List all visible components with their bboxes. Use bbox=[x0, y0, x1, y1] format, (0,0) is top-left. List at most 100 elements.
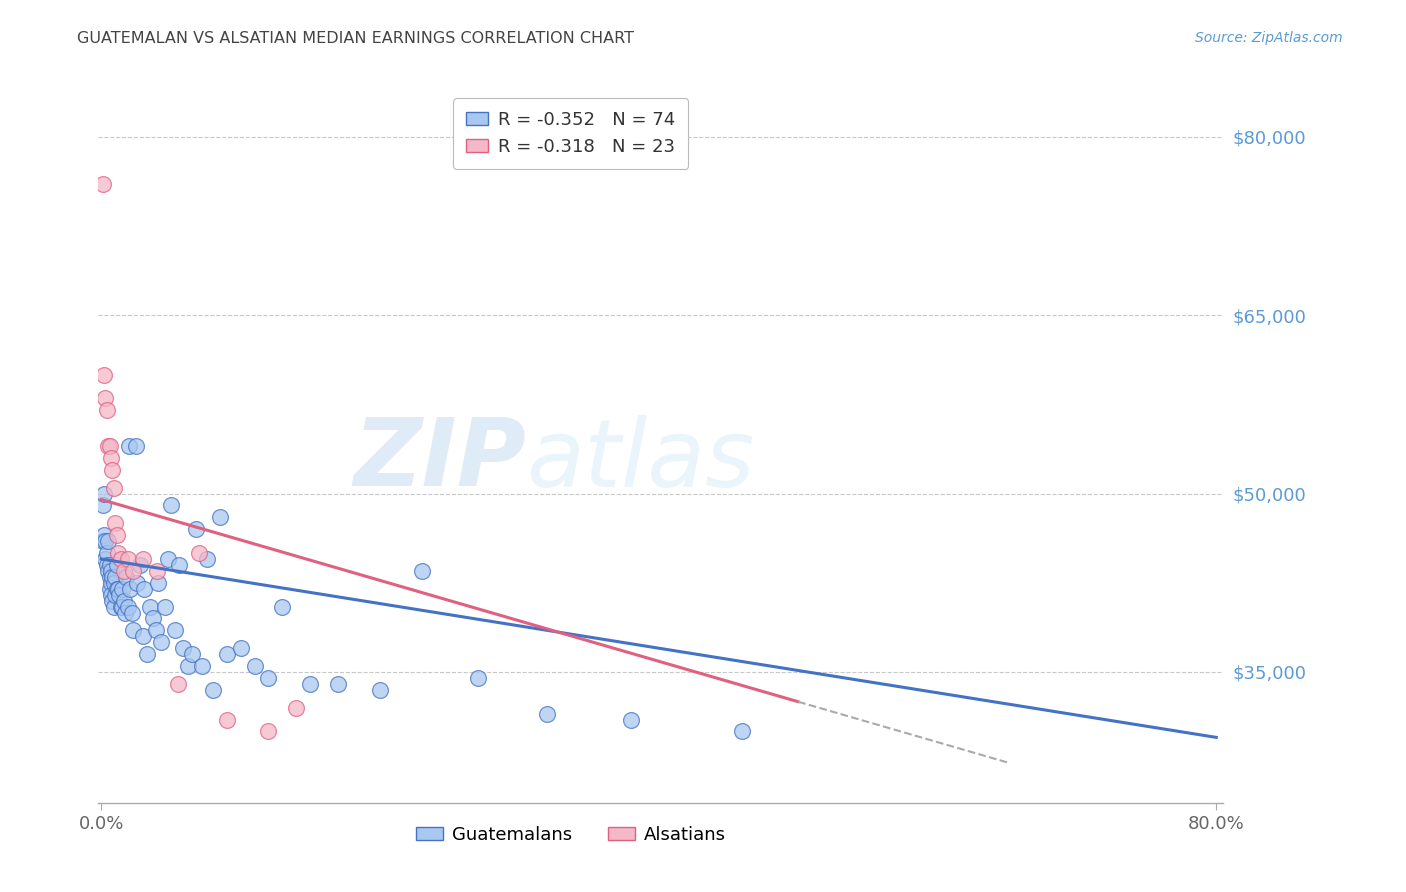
Point bbox=[117, 599, 139, 614]
Point bbox=[107, 582, 129, 596]
Point bbox=[285, 700, 308, 714]
Point bbox=[299, 677, 322, 691]
Point bbox=[94, 534, 117, 549]
Point bbox=[620, 713, 643, 727]
Point bbox=[100, 588, 122, 602]
Point bbox=[271, 599, 294, 614]
Point bbox=[94, 392, 117, 406]
Point bbox=[98, 570, 121, 584]
Point bbox=[98, 558, 121, 572]
Point bbox=[101, 570, 124, 584]
Point bbox=[93, 368, 115, 382]
Point bbox=[104, 516, 127, 531]
Point bbox=[93, 486, 115, 500]
Point bbox=[201, 682, 224, 697]
Point bbox=[150, 635, 173, 649]
Point bbox=[114, 606, 136, 620]
Point bbox=[411, 564, 433, 578]
Point bbox=[94, 552, 117, 566]
Point bbox=[96, 558, 118, 572]
Text: atlas: atlas bbox=[526, 415, 754, 506]
Point bbox=[98, 582, 121, 596]
Point bbox=[157, 552, 180, 566]
Point bbox=[145, 624, 167, 638]
Point bbox=[129, 558, 152, 572]
Point bbox=[105, 558, 128, 572]
Point bbox=[127, 575, 149, 590]
Point bbox=[118, 439, 141, 453]
Point bbox=[148, 575, 170, 590]
Point bbox=[139, 599, 162, 614]
Point bbox=[187, 546, 209, 560]
Point bbox=[110, 599, 132, 614]
Point bbox=[91, 178, 114, 192]
Point bbox=[120, 582, 142, 596]
Point bbox=[111, 582, 134, 596]
Point bbox=[112, 564, 135, 578]
Point bbox=[91, 499, 114, 513]
Point bbox=[96, 403, 118, 417]
Point bbox=[195, 552, 218, 566]
Point bbox=[160, 499, 183, 513]
Point bbox=[97, 534, 120, 549]
Point bbox=[115, 570, 138, 584]
Point bbox=[108, 588, 131, 602]
Point bbox=[132, 629, 155, 643]
Point bbox=[103, 575, 125, 590]
Point bbox=[215, 713, 238, 727]
Text: GUATEMALAN VS ALSATIAN MEDIAN EARNINGS CORRELATION CHART: GUATEMALAN VS ALSATIAN MEDIAN EARNINGS C… bbox=[77, 31, 634, 46]
Point bbox=[536, 706, 558, 721]
Point bbox=[97, 564, 120, 578]
Point bbox=[125, 439, 148, 453]
Point bbox=[100, 564, 122, 578]
Point bbox=[101, 463, 124, 477]
Point bbox=[142, 611, 165, 625]
Point bbox=[100, 450, 122, 465]
Point bbox=[257, 671, 280, 685]
Point bbox=[105, 528, 128, 542]
Point bbox=[180, 647, 202, 661]
Point bbox=[167, 558, 190, 572]
Point bbox=[107, 546, 129, 560]
Point bbox=[117, 552, 139, 566]
Point bbox=[103, 599, 125, 614]
Point bbox=[134, 582, 156, 596]
Point bbox=[215, 647, 238, 661]
Point bbox=[257, 724, 280, 739]
Point bbox=[111, 599, 134, 614]
Point bbox=[97, 439, 120, 453]
Point bbox=[243, 659, 266, 673]
Point bbox=[93, 528, 115, 542]
Point bbox=[105, 582, 128, 596]
Point bbox=[184, 522, 207, 536]
Point bbox=[100, 575, 122, 590]
Point bbox=[208, 510, 231, 524]
Point bbox=[103, 481, 125, 495]
Point bbox=[96, 546, 118, 560]
Point bbox=[165, 624, 187, 638]
Point bbox=[172, 641, 194, 656]
Legend: Guatemalans, Alsatians: Guatemalans, Alsatians bbox=[408, 819, 734, 851]
Point bbox=[98, 439, 121, 453]
Point bbox=[136, 647, 159, 661]
Point bbox=[368, 682, 391, 697]
Point bbox=[121, 606, 143, 620]
Point bbox=[229, 641, 252, 656]
Point bbox=[167, 677, 190, 691]
Text: ZIP: ZIP bbox=[353, 414, 526, 507]
Point bbox=[110, 552, 132, 566]
Point bbox=[155, 599, 177, 614]
Point bbox=[190, 659, 212, 673]
Point bbox=[467, 671, 489, 685]
Point bbox=[91, 534, 114, 549]
Text: Source: ZipAtlas.com: Source: ZipAtlas.com bbox=[1195, 31, 1343, 45]
Point bbox=[101, 593, 124, 607]
Point bbox=[146, 564, 169, 578]
Point bbox=[122, 624, 145, 638]
Point bbox=[112, 593, 135, 607]
Point bbox=[122, 564, 145, 578]
Point bbox=[132, 552, 155, 566]
Point bbox=[328, 677, 350, 691]
Point bbox=[104, 570, 127, 584]
Point bbox=[176, 659, 198, 673]
